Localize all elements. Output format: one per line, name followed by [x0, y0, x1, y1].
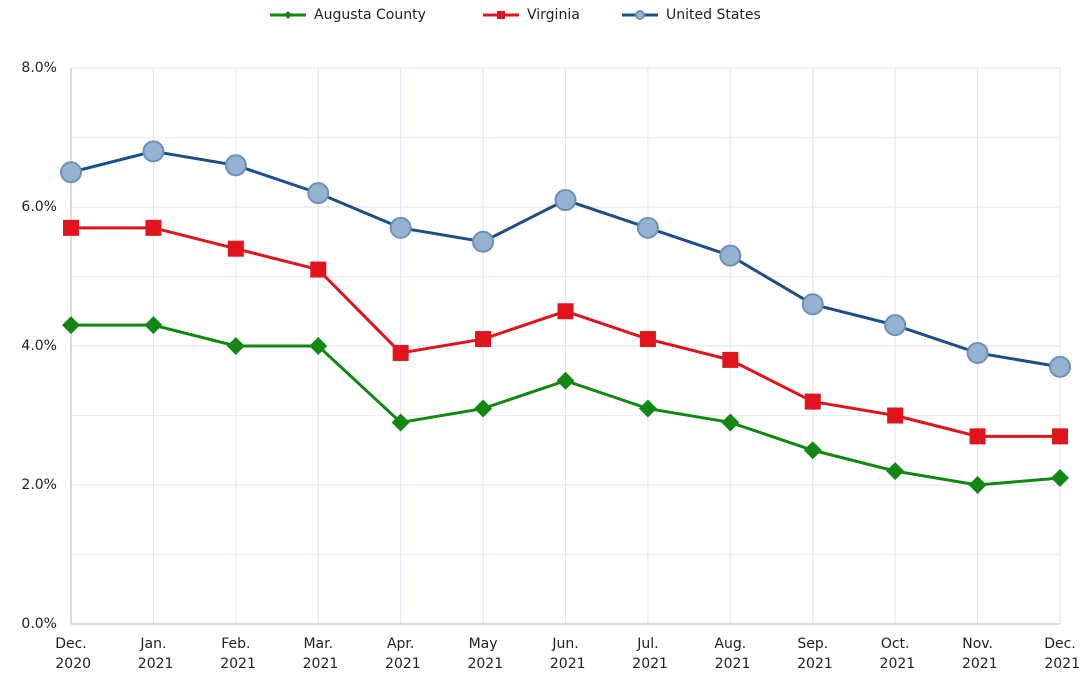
marker: [63, 219, 79, 236]
marker: [142, 140, 165, 163]
marker: [224, 154, 247, 177]
x-tick-label: Dec. 2020: [51, 636, 91, 672]
x-tick-label: Sep. 2021: [793, 636, 833, 672]
marker: [969, 428, 986, 445]
marker: [62, 316, 80, 335]
marker: [554, 189, 577, 212]
marker: [227, 240, 244, 257]
marker: [1051, 469, 1069, 488]
marker: [389, 216, 412, 239]
marker: [886, 462, 905, 481]
marker: [145, 219, 162, 236]
legend-label: Virginia: [527, 7, 580, 23]
series: [63, 219, 1068, 445]
x-tick-label: Aug. 2021: [710, 636, 750, 672]
marker: [475, 331, 492, 348]
y-tick-label: 8.0%: [21, 60, 57, 76]
series: [60, 140, 1071, 378]
x-tick-label: Jan. 2021: [133, 636, 173, 672]
marker: [884, 314, 907, 337]
x-tick-label: Jun. 2021: [545, 636, 585, 672]
marker: [310, 261, 327, 278]
legend-label: Augusta County: [314, 7, 426, 23]
marker: [887, 407, 904, 424]
marker: [638, 399, 657, 418]
marker: [719, 244, 742, 267]
x-tick-label: Nov. 2021: [958, 636, 998, 672]
marker: [144, 316, 163, 335]
marker: [60, 161, 82, 184]
legend-label: United States: [666, 7, 761, 23]
marker: [392, 344, 409, 361]
marker: [474, 399, 493, 418]
marker: [803, 441, 822, 460]
x-tick-label: Jul. 2021: [628, 636, 668, 672]
marker: [721, 413, 740, 432]
marker: [497, 11, 505, 19]
marker: [639, 331, 656, 348]
marker: [226, 337, 245, 355]
y-tick-label: 6.0%: [21, 199, 57, 215]
legend-item: Augusta County: [270, 7, 426, 23]
y-tick-label: 2.0%: [21, 477, 57, 493]
marker: [1052, 428, 1068, 445]
marker: [722, 351, 739, 368]
marker: [636, 216, 659, 239]
x-tick-label: Apr. 2021: [381, 636, 421, 672]
marker: [472, 230, 495, 253]
y-tick-label: 0.0%: [21, 616, 57, 632]
series: [62, 316, 1069, 494]
marker: [1049, 355, 1071, 378]
marker: [801, 293, 824, 316]
x-tick-label: May 2021: [463, 636, 503, 672]
marker: [307, 182, 330, 205]
marker: [309, 337, 328, 355]
marker: [284, 11, 292, 19]
y-tick-label: 4.0%: [21, 338, 57, 354]
x-tick-label: Mar. 2021: [298, 636, 338, 672]
marker: [968, 476, 987, 494]
legend-item: United States: [622, 7, 761, 23]
marker: [391, 413, 410, 432]
marker: [966, 341, 989, 364]
marker: [557, 303, 574, 320]
marker: [556, 371, 575, 390]
x-tick-label: Dec. 2021: [1040, 636, 1080, 672]
marker: [635, 10, 645, 20]
legend-item: Virginia: [483, 7, 580, 23]
x-tick-label: Oct. 2021: [875, 636, 915, 672]
marker: [804, 393, 821, 410]
x-tick-label: Feb. 2021: [216, 636, 256, 672]
